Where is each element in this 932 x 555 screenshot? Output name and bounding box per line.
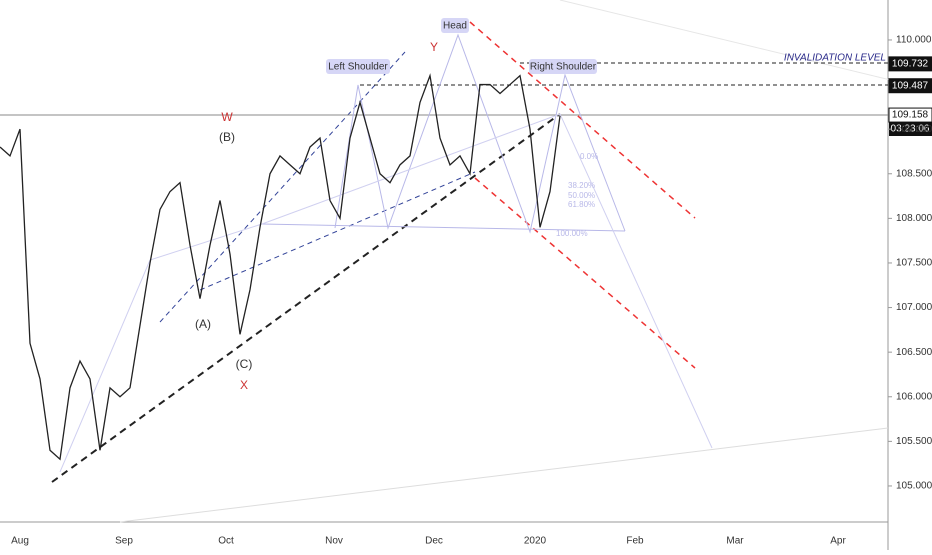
countdown: 03:23:06 bbox=[891, 124, 930, 135]
annotation: Left Shoulder bbox=[328, 62, 388, 73]
fib-label: 100.00% bbox=[556, 229, 588, 238]
y-tick-label: 107.500 bbox=[896, 258, 932, 269]
price-line bbox=[0, 73, 561, 461]
fib-label: 0.0% bbox=[580, 152, 598, 161]
x-tick-label: Feb bbox=[626, 536, 644, 547]
x-tick-label: Oct bbox=[218, 536, 234, 547]
x-tick-label: Apr bbox=[830, 536, 846, 547]
x-tick-label: Dec bbox=[425, 536, 443, 547]
price-label-box bbox=[888, 56, 932, 72]
fib-label: 61.80% bbox=[568, 200, 595, 209]
fib-label: 38.20% bbox=[568, 181, 595, 190]
price-label: 109.732 bbox=[892, 59, 929, 70]
annotation: (A) bbox=[195, 317, 211, 331]
y-tick-label: 110.000 bbox=[896, 35, 932, 46]
fib-label: 50.00% bbox=[568, 191, 595, 200]
y-tick-label: 109.000 bbox=[896, 124, 932, 135]
y-tick-label: 108.500 bbox=[896, 168, 932, 179]
price-label: 109.487 bbox=[892, 80, 929, 91]
annotation: W bbox=[221, 110, 233, 124]
annotation: Y bbox=[430, 40, 438, 54]
annotation: (B) bbox=[219, 130, 235, 144]
annotation: INVALIDATION LEVEL bbox=[784, 53, 886, 64]
y-tick-label: 108.000 bbox=[896, 213, 932, 224]
y-tick-label: 107.000 bbox=[896, 302, 932, 313]
annotation: Right Shoulder bbox=[530, 62, 597, 73]
x-tick-label: Nov bbox=[325, 536, 343, 547]
x-tick-label: Aug bbox=[11, 536, 29, 547]
overlays bbox=[0, 0, 932, 523]
y-tick-label: 105.500 bbox=[896, 436, 932, 447]
labels: Left Shoulder Head Right Shoulder INVALI… bbox=[195, 18, 932, 392]
price-label: 109.158 bbox=[892, 110, 929, 121]
price-label-box bbox=[888, 78, 932, 94]
annotation: (C) bbox=[236, 357, 253, 371]
annotation: Head bbox=[443, 21, 467, 32]
y-tick-label: 106.500 bbox=[896, 347, 932, 358]
x-tick-label: Mar bbox=[726, 536, 744, 547]
price-label-box bbox=[888, 107, 932, 123]
y-tick-label: 106.000 bbox=[896, 391, 932, 402]
annotation: X bbox=[240, 378, 248, 392]
x-tick-label: 2020 bbox=[524, 536, 547, 547]
y-tick-label: 105.000 bbox=[896, 481, 932, 492]
x-tick-label: Sep bbox=[115, 536, 133, 547]
